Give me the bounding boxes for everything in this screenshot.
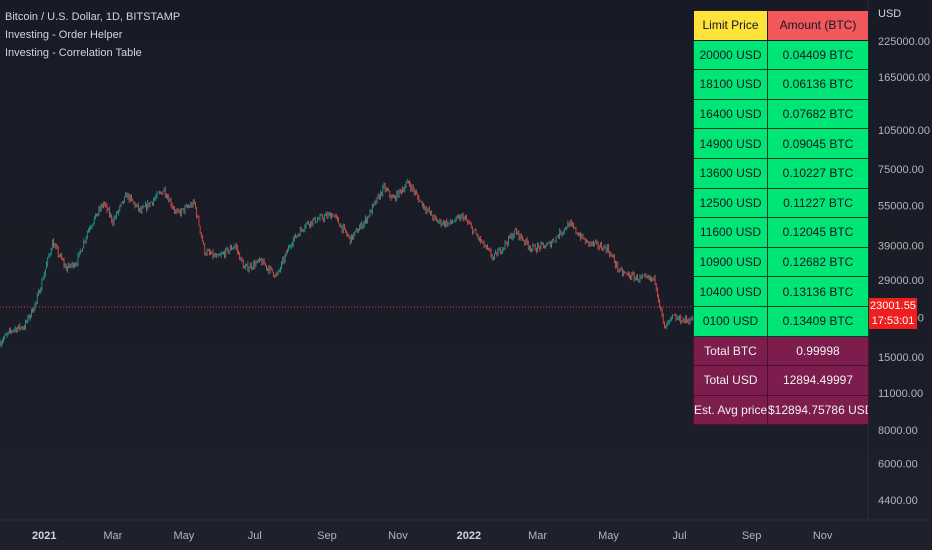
indicator-correlation-table[interactable]: Investing - Correlation Table: [5, 47, 142, 59]
y-tick-label: 11000.00: [878, 388, 923, 400]
summary-value: $12894.75786 USD: [767, 394, 869, 426]
symbol-title[interactable]: Bitcoin / U.S. Dollar, 1D, BITSTAMP: [5, 11, 181, 23]
summary-label: Est. Avg price: [693, 394, 768, 426]
limit-price-cell: 20000 USD: [693, 39, 768, 71]
y-tick-label: 39000.00: [878, 240, 924, 252]
table-row: 0100 USD 0.13409 BTC: [693, 305, 869, 337]
amount-cell: 0.12682 BTC: [767, 246, 869, 278]
table-row: 13600 USD 0.10227 BTC: [693, 157, 869, 189]
summary-row: Est. Avg price $12894.75786 USD: [693, 394, 869, 426]
countdown-badge: 17:53:01: [869, 313, 917, 329]
x-tick-label: Sep: [742, 530, 762, 542]
x-tick-label: Sep: [317, 530, 337, 542]
candles: [0, 178, 708, 348]
table-row: 10400 USD 0.13136 BTC: [693, 276, 869, 307]
summary-label: Total BTC: [693, 335, 768, 367]
amount-cell: 0.07682 BTC: [767, 98, 869, 130]
currency-label[interactable]: USD: [878, 8, 902, 20]
amount-cell: 0.10227 BTC: [767, 157, 869, 189]
limit-price-cell: 14900 USD: [693, 128, 768, 159]
x-tick-label: Jul: [248, 530, 262, 542]
limit-price-cell: 12500 USD: [693, 187, 768, 219]
table-row: 14900 USD 0.09045 BTC: [693, 128, 869, 159]
order-helper-table: Limit Price Amount (BTC) 20000 USD 0.04409 …: [693, 10, 869, 426]
summary-row: Total BTC 0.99998: [693, 335, 869, 367]
limit-price-cell: 16400 USD: [693, 98, 768, 130]
x-tick-label: Jul: [672, 530, 686, 542]
amount-cell: 0.11227 BTC: [767, 187, 869, 219]
x-tick-label: 2021: [32, 530, 56, 542]
y-tick-label: 6000.00: [878, 459, 918, 471]
y-tick-label: 29000.00: [878, 275, 924, 287]
y-tick-label: 75000.00: [878, 164, 924, 176]
current-price-badge: 23001.55: [869, 297, 917, 314]
y-axis-ticks: 225000.00 165000.00 105000.00 75000.00 55000…: [878, 36, 930, 507]
chart-legend: Bitcoin / U.S. Dollar, 1D, BITSTAMP Inve…: [5, 8, 180, 62]
header-amount: Amount (BTC): [767, 10, 869, 41]
x-tick-label: May: [173, 530, 194, 542]
x-tick-label: Mar: [528, 530, 547, 542]
table-header-row: Limit Price Amount (BTC): [693, 10, 869, 41]
x-tick-label: Nov: [813, 530, 833, 542]
y-tick-label: 225000.00: [878, 36, 930, 48]
table-row: 10900 USD 0.12682 BTC: [693, 246, 869, 278]
limit-price-cell: 11600 USD: [693, 217, 768, 248]
limit-price-cell: 10900 USD: [693, 246, 768, 278]
indicator-order-helper[interactable]: Investing - Order Helper: [5, 29, 123, 41]
amount-cell: 0.04409 BTC: [767, 39, 869, 71]
x-tick-label: Mar: [103, 530, 122, 542]
amount-cell: 0.09045 BTC: [767, 128, 869, 159]
summary-row: Total USD 12894.49997: [693, 365, 869, 396]
y-tick-label: 55000.00: [878, 200, 924, 212]
summary-value: 0.99998: [767, 335, 869, 367]
y-tick-label: 4400.00: [878, 495, 918, 507]
y-tick-label: 15000.00: [878, 352, 924, 364]
y-tick-label: 105000.00: [878, 125, 930, 137]
summary-value: 12894.49997: [767, 365, 869, 396]
table-row: 16400 USD 0.07682 BTC: [693, 98, 869, 130]
limit-price-cell: 10400 USD: [693, 276, 768, 307]
amount-cell: 0.13136 BTC: [767, 276, 869, 307]
y-tick-label: 165000.00: [878, 72, 930, 84]
y-tick-label: 8000.00: [878, 425, 918, 437]
x-axis-ticks: 2021 Mar May Jul Sep Nov 2022 Mar May Jul Sep Nov: [32, 530, 833, 542]
table-row: 11600 USD 0.12045 BTC: [693, 217, 869, 248]
limit-price-cell: 18100 USD: [693, 69, 768, 100]
amount-cell: 0.13409 BTC: [767, 305, 869, 337]
x-tick-label: Nov: [388, 530, 408, 542]
summary-label: Total USD: [693, 365, 768, 396]
limit-price-cell: 0100 USD: [693, 305, 768, 337]
table-row: 20000 USD 0.04409 BTC: [693, 39, 869, 71]
x-tick-label: May: [598, 530, 619, 542]
table-row: 12500 USD 0.11227 BTC: [693, 187, 869, 219]
table-row: 18100 USD 0.06136 BTC: [693, 69, 869, 100]
amount-cell: 0.12045 BTC: [767, 217, 869, 248]
amount-cell: 0.06136 BTC: [767, 69, 869, 100]
limit-price-cell: 13600 USD: [693, 157, 768, 189]
x-tick-label: 2022: [457, 530, 481, 542]
header-limit-price: Limit Price: [693, 10, 768, 41]
